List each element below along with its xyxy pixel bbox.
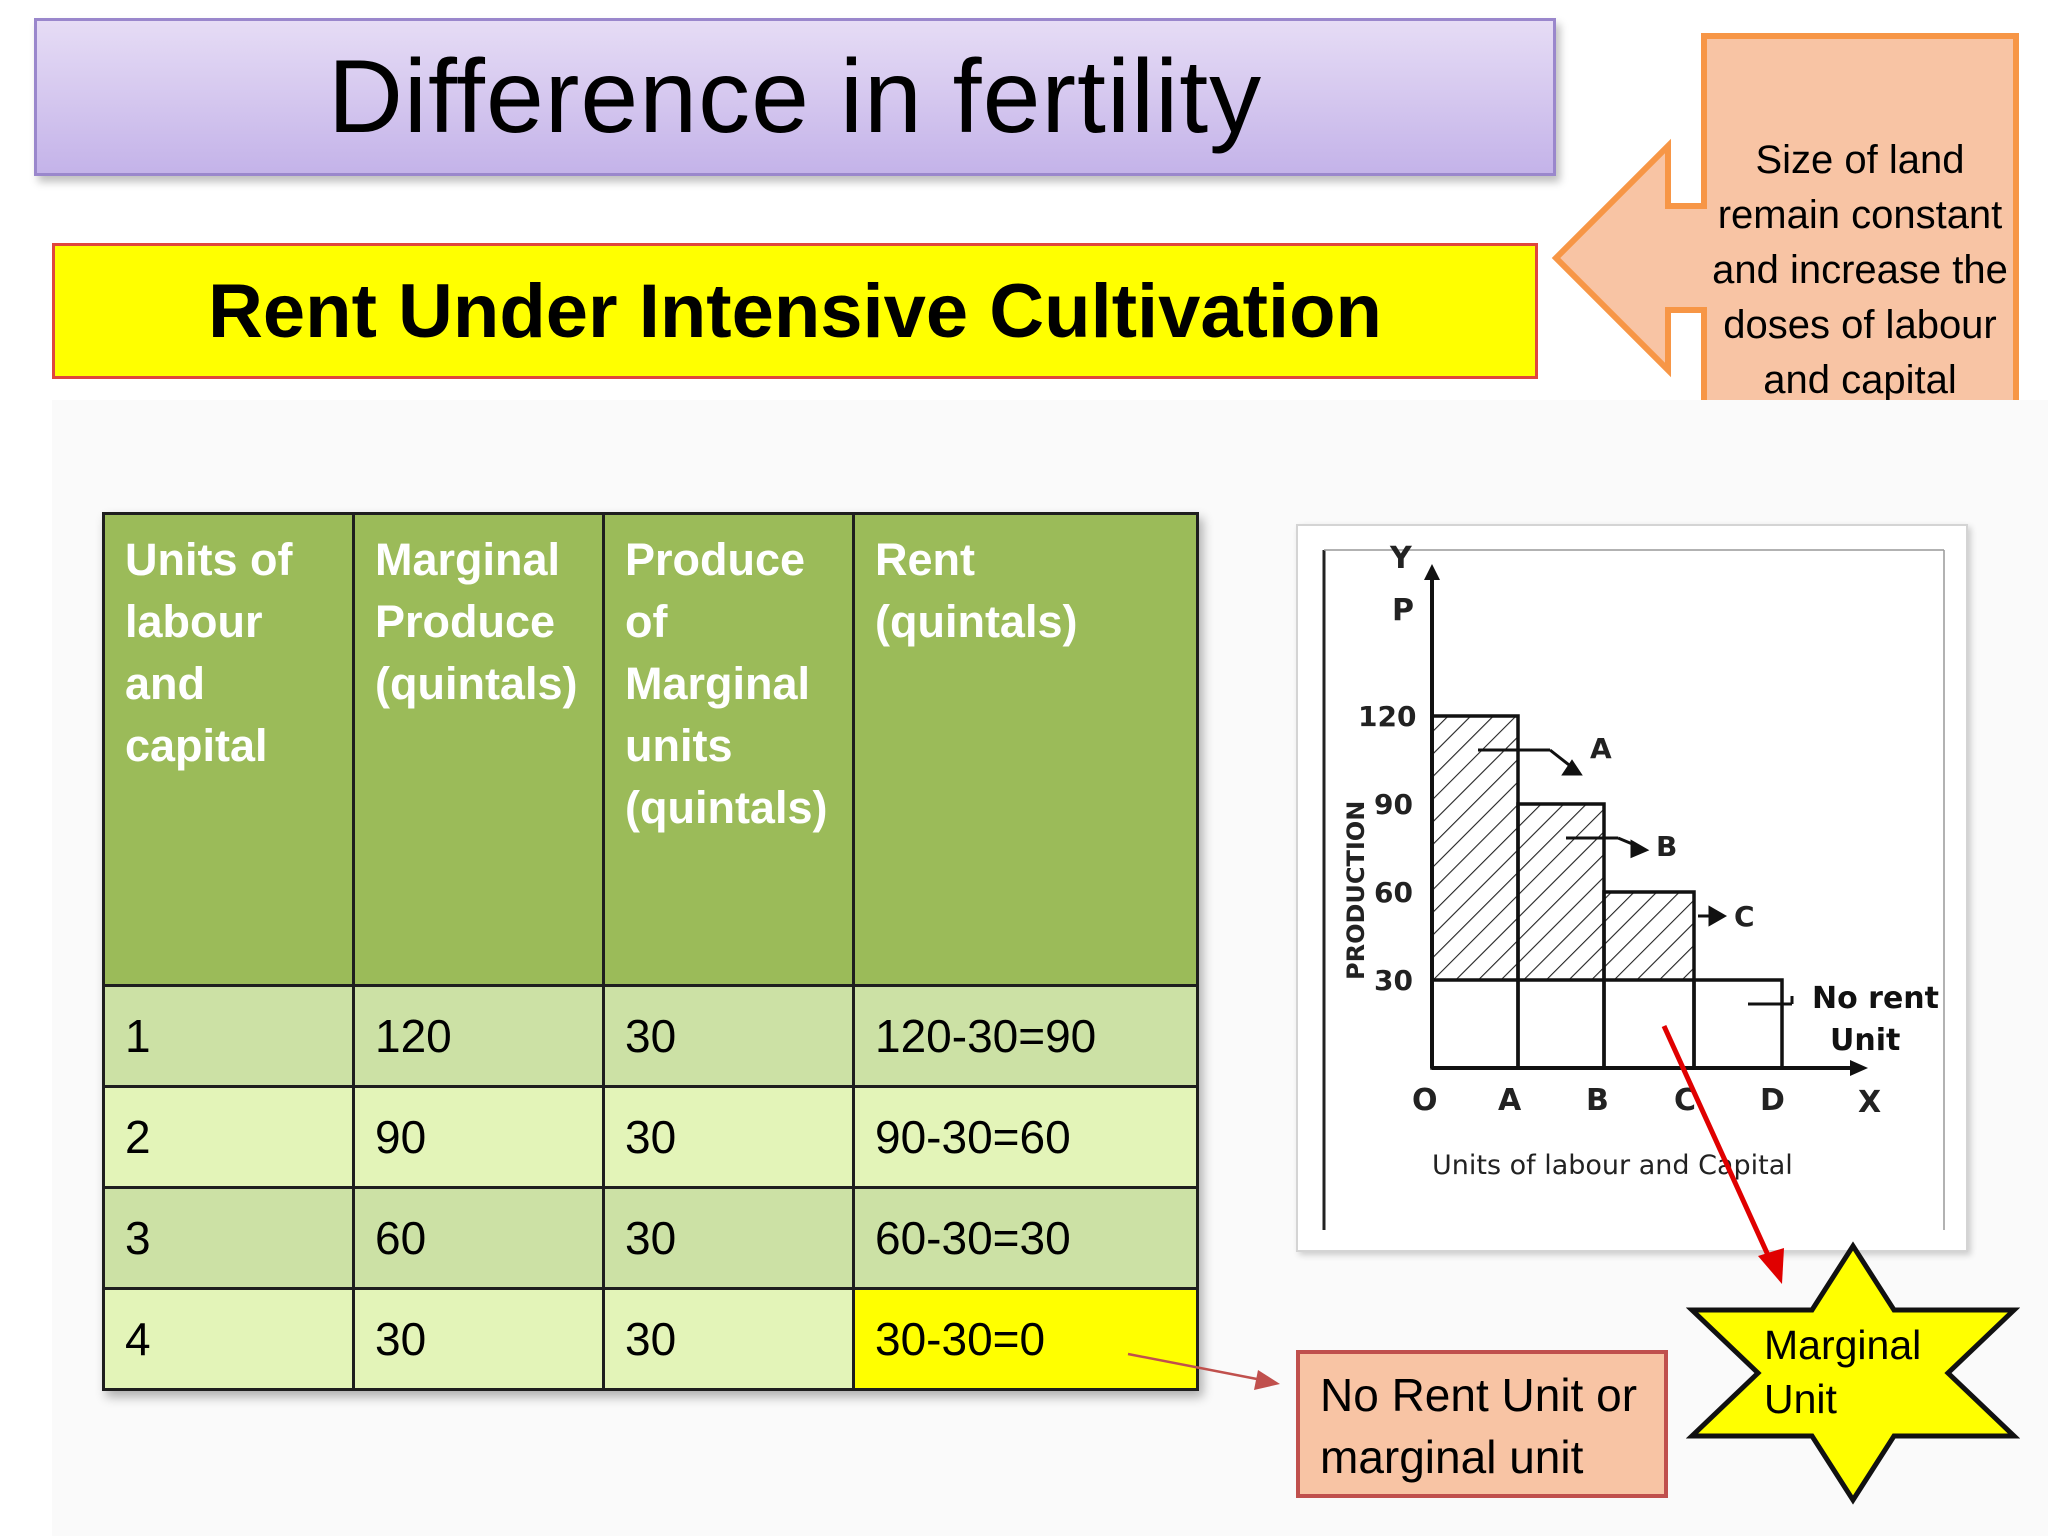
table-cell: 30 <box>352 1287 605 1391</box>
table-cell: 120-30=90 <box>852 984 1199 1088</box>
table-header-row: Units of labour and capital Marginal Pro… <box>102 512 1199 987</box>
area-label-a: A <box>1590 732 1612 765</box>
table-row: 3 60 30 60-30=30 <box>102 1186 1199 1290</box>
table-cell: 3 <box>102 1186 355 1290</box>
marginal-unit-label: Marginal Unit <box>1764 1318 1921 1426</box>
p-letter: P <box>1392 593 1414 628</box>
table-cell: 4 <box>102 1287 355 1391</box>
table-cell: 60-30=30 <box>852 1186 1199 1290</box>
marginal-unit-star <box>1686 1241 2020 1505</box>
table-cell: 30 <box>602 1186 855 1290</box>
hatched-surplus <box>1432 716 1694 980</box>
y-tick-label: 30 <box>1374 964 1413 997</box>
slide-title: Difference in fertility <box>327 38 1263 155</box>
no-rent-box-line1: No Rent Unit or <box>1320 1369 1638 1421</box>
area-label-c: C <box>1734 900 1755 933</box>
x-axis-arrowhead <box>1850 1060 1868 1076</box>
y-letter: Y <box>1389 541 1413 576</box>
slide-subtitle: Rent Under Intensive Cultivation <box>208 268 1382 354</box>
no-rent-label-line2: Unit <box>1830 1023 1900 1058</box>
title-banner: Difference in fertility <box>34 18 1556 176</box>
table-cell: 120 <box>352 984 605 1088</box>
marginal-unit-line1: Marginal <box>1764 1322 1922 1368</box>
left-arrow-callout: Size of land remain constant and increas… <box>1550 30 2022 484</box>
header-rent: Rent (quintals) <box>852 512 1199 987</box>
callout-text: Size of land remain constant and increas… <box>1712 137 2008 402</box>
table-cell: 90-30=60 <box>852 1085 1199 1189</box>
x-axis-label: Units of labour and Capital <box>1432 1150 1793 1181</box>
table-row: 2 90 30 90-30=60 <box>102 1085 1199 1189</box>
no-rent-box-line2: marginal unit <box>1320 1431 1584 1483</box>
x-tick-label: O <box>1412 1083 1438 1118</box>
table-cell: 30 <box>602 984 855 1088</box>
table-cell: 2 <box>102 1085 355 1189</box>
no-rent-label-line1: No rent <box>1812 981 1939 1016</box>
x-tick-label: C <box>1674 1083 1696 1118</box>
rent-table: Units of labour and capital Marginal Pro… <box>102 512 1199 1391</box>
y-axis-label: PRODUCTION <box>1342 801 1370 980</box>
marginal-unit-line2: Unit <box>1764 1376 1837 1422</box>
y-tick-label: 60 <box>1374 876 1413 909</box>
bar-unit-d <box>1692 978 1784 1070</box>
x-tick-label: A <box>1498 1083 1522 1118</box>
header-units: Units of labour and capital <box>102 512 355 987</box>
table-cell: 30 <box>602 1287 855 1391</box>
table-cell: 60 <box>352 1186 605 1290</box>
table-row: 4 30 30 30-30=0 <box>102 1287 1199 1391</box>
table-cell-highlighted: 30-30=0 <box>852 1287 1199 1391</box>
x-tick-label: B <box>1586 1083 1609 1118</box>
header-produce-marginal-units: Produce of Marginal units (quintals) <box>602 512 855 987</box>
area-pointer-arrows <box>1478 748 1794 1006</box>
table-cell: 30 <box>602 1085 855 1189</box>
table-cell: 90 <box>352 1085 605 1189</box>
no-rent-unit-box: No Rent Unit or marginal unit <box>1296 1350 1668 1498</box>
header-marginal-produce: Marginal Produce (quintals) <box>352 512 605 987</box>
y-tick-label: 90 <box>1374 788 1413 821</box>
table-row: 1 120 30 120-30=90 <box>102 984 1199 1088</box>
y-axis-arrowhead <box>1424 564 1440 580</box>
y-tick-label: 120 <box>1358 700 1416 733</box>
x-letter: X <box>1858 1085 1881 1120</box>
diagram-svg: Y P PRODUCTION 120 90 60 30 A B C No ren… <box>1322 541 1945 1230</box>
table-cell: 1 <box>102 984 355 1088</box>
production-diagram: Y P PRODUCTION 120 90 60 30 A B C No ren… <box>1296 524 1968 1252</box>
area-label-b: B <box>1656 830 1677 863</box>
subtitle-banner: Rent Under Intensive Cultivation <box>52 243 1538 379</box>
x-tick-label: D <box>1760 1083 1785 1118</box>
